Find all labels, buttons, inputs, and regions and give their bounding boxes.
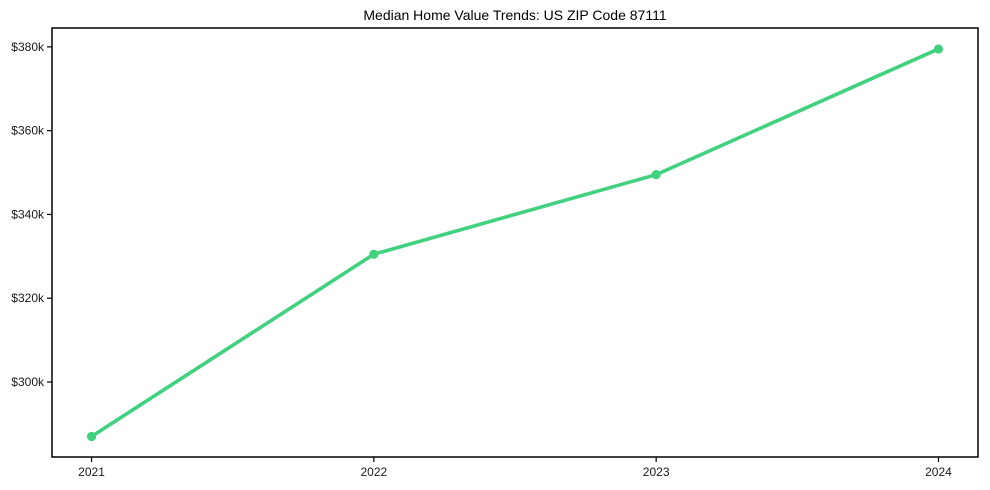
trend-line <box>89 47 941 439</box>
x-axis-tick-label: 2024 <box>925 465 952 479</box>
y-axis-tick-label: $320k <box>11 291 45 305</box>
y-axis-tick-label: $360k <box>11 124 45 138</box>
data-point-marker <box>651 170 661 180</box>
x-axis-tick-label: 2022 <box>360 465 387 479</box>
x-axis-tick-label: 2023 <box>643 465 670 479</box>
y-axis-tick-label: $300k <box>11 375 45 389</box>
chart-title: Median Home Value Trends: US ZIP Code 87… <box>363 7 666 23</box>
data-point-marker <box>86 431 97 442</box>
data-point-marker <box>369 249 379 259</box>
data-point-marker <box>933 44 944 54</box>
plot-border <box>51 27 979 458</box>
y-axis-tick-label: $340k <box>11 207 45 221</box>
plot-area: $300k $320k $340k $360k $380k 2021 2022 2023 202… <box>11 27 979 479</box>
y-axis-tick-label: $380k <box>11 40 45 54</box>
x-axis-tick-label: 2021 <box>78 465 105 479</box>
